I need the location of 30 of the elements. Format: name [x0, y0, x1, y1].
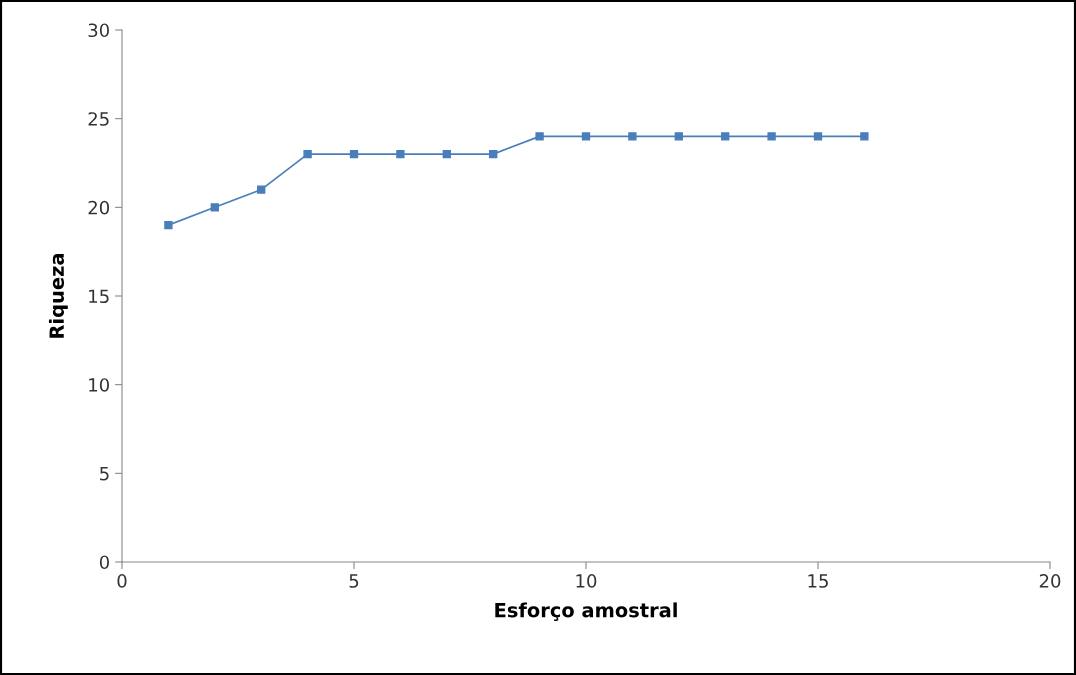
point: [303, 149, 312, 159]
point: [535, 132, 544, 141]
x-tick-label: 15: [808, 574, 828, 588]
y-axis-title: Riqueza: [48, 254, 68, 338]
y-tick-label: 10: [89, 378, 109, 392]
x-axis-title: Esforço amostral: [495, 602, 677, 621]
point: [489, 149, 498, 159]
point: [210, 203, 219, 212]
x-tick-label: 5: [349, 574, 359, 588]
point: [581, 132, 591, 141]
point: [813, 132, 823, 141]
point: [674, 132, 683, 141]
point: [628, 132, 637, 141]
y-tick-label: 15: [89, 289, 109, 304]
x-tick-label: 20: [1039, 574, 1061, 588]
y-tick-label: 30: [88, 23, 109, 38]
y-tick-label: 25: [88, 112, 109, 126]
point: [442, 149, 451, 159]
y-tick-label: 20: [88, 200, 109, 215]
y-tick-label: 0: [99, 555, 109, 570]
point: [860, 132, 869, 141]
point: [257, 185, 266, 194]
point: [164, 220, 173, 230]
point: [767, 132, 776, 141]
y-tick-label: 5: [100, 467, 109, 481]
x-tick-label: 10: [576, 574, 597, 588]
x-tick-label: 0: [117, 574, 127, 588]
point: [721, 132, 730, 141]
point: [396, 149, 405, 159]
point: [349, 149, 359, 159]
